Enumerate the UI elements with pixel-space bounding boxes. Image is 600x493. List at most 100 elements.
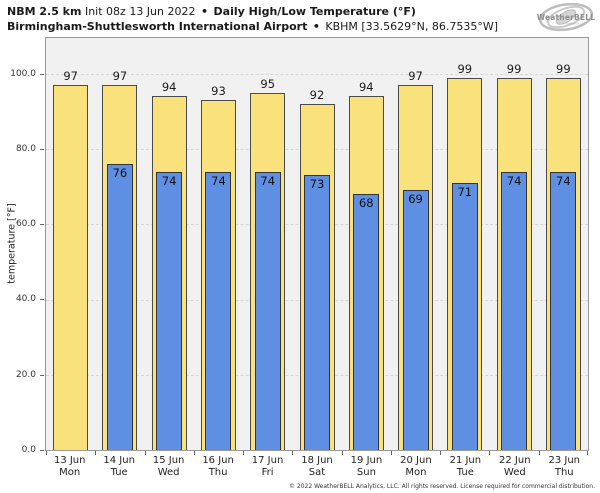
x-tick-label: 18 Jun Sat xyxy=(292,455,341,478)
low-bar: 74 xyxy=(501,171,528,450)
low-value-label: 74 xyxy=(506,173,522,188)
x-tick-mark xyxy=(489,451,491,455)
high-value-label: 94 xyxy=(358,80,374,95)
x-tick-label: 19 Jun Sun xyxy=(342,455,391,478)
high-value-label: 97 xyxy=(112,69,128,84)
x-tick-label: 15 Jun Wed xyxy=(144,455,193,478)
x-tick-mark xyxy=(243,451,245,455)
x-label-date: 17 Jun xyxy=(251,455,284,466)
high-value-label: 93 xyxy=(211,84,226,99)
x-tick-mark xyxy=(341,451,343,455)
x-tick-label: 14 Jun Tue xyxy=(94,455,143,478)
x-tick-mark xyxy=(46,451,47,455)
x-label-date: 21 Jun xyxy=(449,455,482,466)
x-tick-mark xyxy=(292,451,294,455)
chart-title-line1: NBM 2.5 km Init 08z 13 Jun 2022 • Daily … xyxy=(7,4,498,19)
x-axis-labels: 13 Jun Mon 14 Jun Tue 15 Jun Wed 16 Jun Thu 17 J… xyxy=(45,455,589,478)
plot-area: 97 97 76 94 74 93 74 95 74 92 73 94 68 97 69 99 71 99 74 99… xyxy=(45,37,589,451)
x-label-weekday: Thu xyxy=(554,466,574,478)
x-tick-label: 17 Jun Fri xyxy=(243,455,292,478)
x-label-weekday: Wed xyxy=(503,466,526,478)
high-value-label: 92 xyxy=(309,87,325,102)
y-tick-label: 40.0 xyxy=(15,294,36,305)
low-bar: 74 xyxy=(205,171,232,450)
x-label-weekday: Mon xyxy=(405,466,427,478)
separator-dot: • xyxy=(201,5,209,18)
separator-dot: • xyxy=(312,20,320,33)
high-value-label: 95 xyxy=(260,76,276,91)
y-tick-mark xyxy=(40,450,44,451)
x-tick-mark xyxy=(95,451,97,455)
x-label-date: 20 Jun xyxy=(400,455,432,466)
low-value-label: 71 xyxy=(457,184,473,199)
x-tick-label: 22 Jun Wed xyxy=(490,455,539,478)
low-value-label: 76 xyxy=(112,166,128,181)
low-bar: 73 xyxy=(304,175,330,450)
copyright-notice: © 2022 WeatherBELL Analytics, LLC. All r… xyxy=(289,483,595,490)
x-tick-label: 23 Jun Thu xyxy=(540,455,589,478)
x-label-weekday: Mon xyxy=(59,466,81,478)
low-value-label: 68 xyxy=(358,196,374,211)
low-bar: 74 xyxy=(550,171,577,450)
x-tick-label: 13 Jun Mon xyxy=(45,455,94,478)
low-value-label: 74 xyxy=(211,173,226,188)
high-value-label: 99 xyxy=(457,61,473,76)
x-tick-mark xyxy=(440,451,442,455)
low-bar: 74 xyxy=(254,171,281,450)
y-tick-mark xyxy=(40,374,44,376)
logo-sub-text: Analytics LLC xyxy=(566,22,586,26)
y-tick-label: 20.0 xyxy=(15,369,36,380)
x-label-date: 16 Jun xyxy=(202,455,234,466)
x-label-weekday: Sat xyxy=(308,466,326,478)
low-value-label: 74 xyxy=(556,173,571,188)
x-label-date: 15 Jun xyxy=(152,455,185,466)
x-label-date: 13 Jun xyxy=(53,455,86,466)
y-tick-mark xyxy=(40,299,44,301)
x-tick-mark xyxy=(144,451,146,455)
x-tick-mark xyxy=(390,451,392,455)
model-name: NBM 2.5 km xyxy=(7,5,82,18)
x-tick-label: 21 Jun Tue xyxy=(441,455,490,478)
x-label-date: 23 Jun xyxy=(548,455,581,466)
y-axis-title: temperature [°F] xyxy=(6,203,18,284)
chart-header: NBM 2.5 km Init 08z 13 Jun 2022 • Daily … xyxy=(7,4,498,34)
x-label-date: 19 Jun xyxy=(350,455,383,466)
y-tick-mark xyxy=(40,73,44,75)
x-tick-label: 16 Jun Thu xyxy=(193,455,242,478)
high-value-label: 97 xyxy=(408,69,423,84)
high-value-label: 99 xyxy=(506,61,522,76)
hurricane-swirl-icon: WeatherBELL Analytics LLC xyxy=(537,2,595,32)
y-tick-mark xyxy=(40,224,44,226)
high-value-label: 94 xyxy=(161,80,177,95)
product-name: Daily High/Low Temperature (°F) xyxy=(213,5,416,18)
station-coordinates: KBHM [33.5629°N, 86.7535°W] xyxy=(325,20,499,33)
x-label-date: 14 Jun xyxy=(103,455,135,466)
x-label-weekday: Tue xyxy=(110,466,128,478)
low-value-label: 69 xyxy=(408,192,423,207)
x-label-weekday: Fri xyxy=(261,466,274,478)
low-bar: 71 xyxy=(451,182,478,450)
weatherbell-logo: WeatherBELL Analytics LLC xyxy=(536,2,596,34)
y-tick-label: 100.0 xyxy=(10,68,36,79)
low-value-label: 74 xyxy=(260,173,276,188)
low-bar: 68 xyxy=(353,194,380,450)
low-bar: 74 xyxy=(156,171,183,450)
high-value-label: 99 xyxy=(556,61,571,76)
low-bar: 76 xyxy=(106,164,133,450)
x-label-date: 18 Jun xyxy=(301,455,333,466)
x-tick-mark xyxy=(587,451,588,455)
x-label-weekday: Thu xyxy=(208,466,228,478)
gridline-100 xyxy=(46,73,588,75)
station-name: Birmingham-Shuttlesworth International A… xyxy=(7,20,308,33)
high-bar xyxy=(53,85,89,450)
x-label-weekday: Wed xyxy=(157,466,180,478)
init-time: Init 08z 13 Jun 2022 xyxy=(84,5,196,18)
x-label-weekday: Sun xyxy=(356,466,376,478)
y-tick-label: 0.0 xyxy=(21,445,36,455)
y-tick-label: 60.0 xyxy=(15,219,36,230)
x-label-weekday: Tue xyxy=(456,466,474,478)
low-value-label: 74 xyxy=(161,173,177,188)
y-tick-mark xyxy=(40,148,44,150)
x-tick-mark xyxy=(193,451,195,455)
